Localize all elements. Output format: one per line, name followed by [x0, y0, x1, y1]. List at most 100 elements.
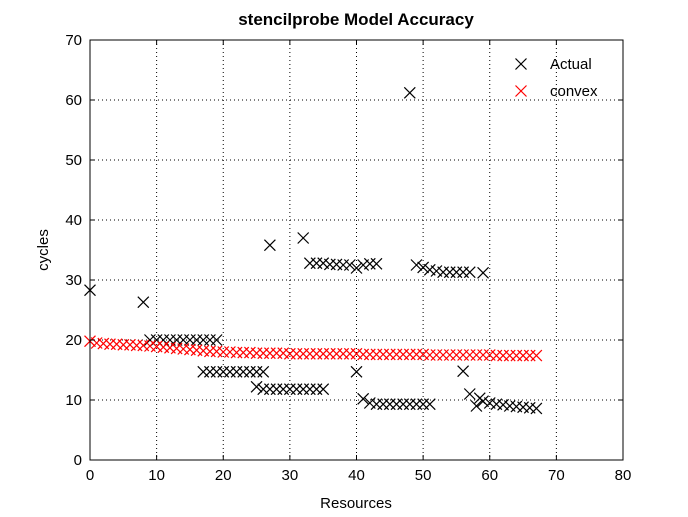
- data-point-convex-stroke: [157, 341, 170, 354]
- data-point-actual: [477, 395, 490, 408]
- y-tick-label: 30: [65, 272, 82, 289]
- data-point-actual: [210, 334, 223, 346]
- axis-tick-labels: 0 10 20 30 40 50 60 70 80 0 10 20 30 40 50 60 70: [65, 32, 631, 484]
- data-point-convex-stroke: [137, 339, 150, 352]
- legend-marker-actual: [515, 58, 527, 70]
- data-point-actual-stroke: [463, 266, 476, 279]
- data-points: [84, 86, 543, 415]
- data-point-actual-stroke: [210, 334, 223, 346]
- data-point-actual-stroke: [343, 259, 356, 271]
- y-tick-label: 0: [74, 452, 82, 469]
- data-point-actual: [350, 365, 363, 378]
- data-point-actual: [297, 232, 310, 244]
- data-point-convex-stroke: [90, 337, 103, 349]
- data-point-actual-stroke: [483, 397, 496, 409]
- data-point-actual-stroke: [510, 400, 523, 413]
- data-point-actual-stroke: [297, 232, 310, 244]
- data-point-actual: [463, 266, 476, 279]
- y-tick-label: 40: [65, 212, 82, 229]
- data-point-actual-stroke: [503, 400, 516, 412]
- data-point-actual-stroke: [263, 239, 276, 252]
- axis-ticks: [89, 39, 624, 461]
- data-point-actual-stroke: [517, 401, 529, 414]
- data-point-actual-stroke: [317, 257, 330, 270]
- grid-lines: [90, 40, 623, 460]
- data-point-actual: [357, 392, 370, 405]
- legend-marker-actual-x-stroke: [515, 58, 527, 70]
- x-tick-label: 0: [86, 467, 94, 484]
- data-point-actual-stroke: [497, 398, 509, 411]
- data-point-actual: [403, 86, 416, 99]
- x-tick-label: 20: [215, 467, 232, 484]
- y-tick-label: 60: [65, 92, 82, 109]
- data-point-convex: [530, 349, 543, 362]
- x-tick-label: 40: [348, 467, 365, 484]
- data-point-actual: [457, 365, 470, 378]
- x-tick-label: 50: [415, 467, 432, 484]
- legend: Actual convex: [515, 56, 598, 100]
- data-point-convex-stroke: [350, 347, 363, 360]
- data-point-actual-stroke: [477, 395, 490, 408]
- data-point-convex-stroke: [210, 345, 223, 358]
- data-point-actual: [423, 398, 436, 411]
- legend-marker-convex: [515, 85, 527, 97]
- data-point-convex-stroke: [417, 348, 430, 361]
- data-point-actual-stroke: [470, 400, 483, 412]
- data-point-actual-stroke: [430, 265, 443, 277]
- x-tick-label: 70: [548, 467, 565, 484]
- legend-label-convex: convex: [550, 83, 598, 100]
- data-point-actual-stroke: [410, 259, 423, 271]
- data-point-actual-stroke: [523, 401, 536, 414]
- data-point-convex-stroke: [110, 338, 123, 351]
- data-point-actual: [263, 239, 276, 252]
- data-point-actual: [250, 380, 263, 393]
- data-point-actual-stroke: [477, 266, 490, 279]
- data-point-actual: [350, 262, 363, 274]
- x-tick-label: 10: [148, 467, 165, 484]
- data-point-convex-stroke: [124, 338, 136, 351]
- data-point-actual-stroke: [250, 380, 263, 393]
- data-point-actual: [410, 259, 423, 271]
- data-point-convex-stroke: [177, 343, 190, 355]
- data-point-convex-stroke: [97, 337, 110, 350]
- data-point-actual-stroke: [257, 365, 270, 378]
- data-point-actual-stroke: [363, 397, 376, 409]
- x-tick-label: 30: [282, 467, 299, 484]
- y-tick-label: 70: [65, 32, 82, 49]
- data-point-convex-stroke: [277, 347, 290, 360]
- data-point-actual-stroke: [423, 263, 436, 276]
- y-tick-label: 10: [65, 392, 82, 409]
- data-point-actual-stroke: [463, 388, 476, 400]
- data-point-convex-stroke: [243, 346, 256, 359]
- data-point-actual: [257, 365, 270, 378]
- y-tick-label: 50: [65, 152, 82, 169]
- data-point-actual: [137, 296, 150, 309]
- data-point-convex-stroke: [223, 346, 236, 358]
- data-point-actual-stroke: [423, 398, 436, 411]
- data-point-actual-stroke: [370, 257, 383, 270]
- legend-marker-convex-x: [515, 85, 527, 97]
- data-point-actual-stroke: [530, 402, 543, 415]
- data-point-actual: [530, 402, 543, 415]
- data-point-actual: [370, 257, 383, 270]
- data-point-actual-stroke: [137, 296, 150, 309]
- data-point-actual: [343, 259, 356, 271]
- legend-label-actual: Actual: [550, 56, 592, 73]
- data-point-convex-stroke: [190, 344, 203, 357]
- legend-marker-convex-x-stroke: [515, 85, 527, 97]
- x-axis-label: Resources: [320, 495, 392, 512]
- data-point-actual-stroke: [490, 398, 503, 411]
- data-point-convex-stroke: [197, 344, 210, 357]
- data-point-actual-stroke: [417, 261, 430, 274]
- data-point-convex-stroke: [530, 349, 543, 362]
- data-point-actual-stroke: [317, 383, 330, 396]
- y-tick-label: 20: [65, 332, 82, 349]
- data-point-actual-stroke: [350, 365, 363, 378]
- data-point-actual-stroke: [457, 365, 470, 378]
- x-tick-label: 60: [481, 467, 498, 484]
- chart-title: stencilprobe Model Accuracy: [238, 10, 474, 29]
- data-point-convex-stroke: [164, 341, 176, 354]
- legend-marker-actual-x: [515, 58, 527, 70]
